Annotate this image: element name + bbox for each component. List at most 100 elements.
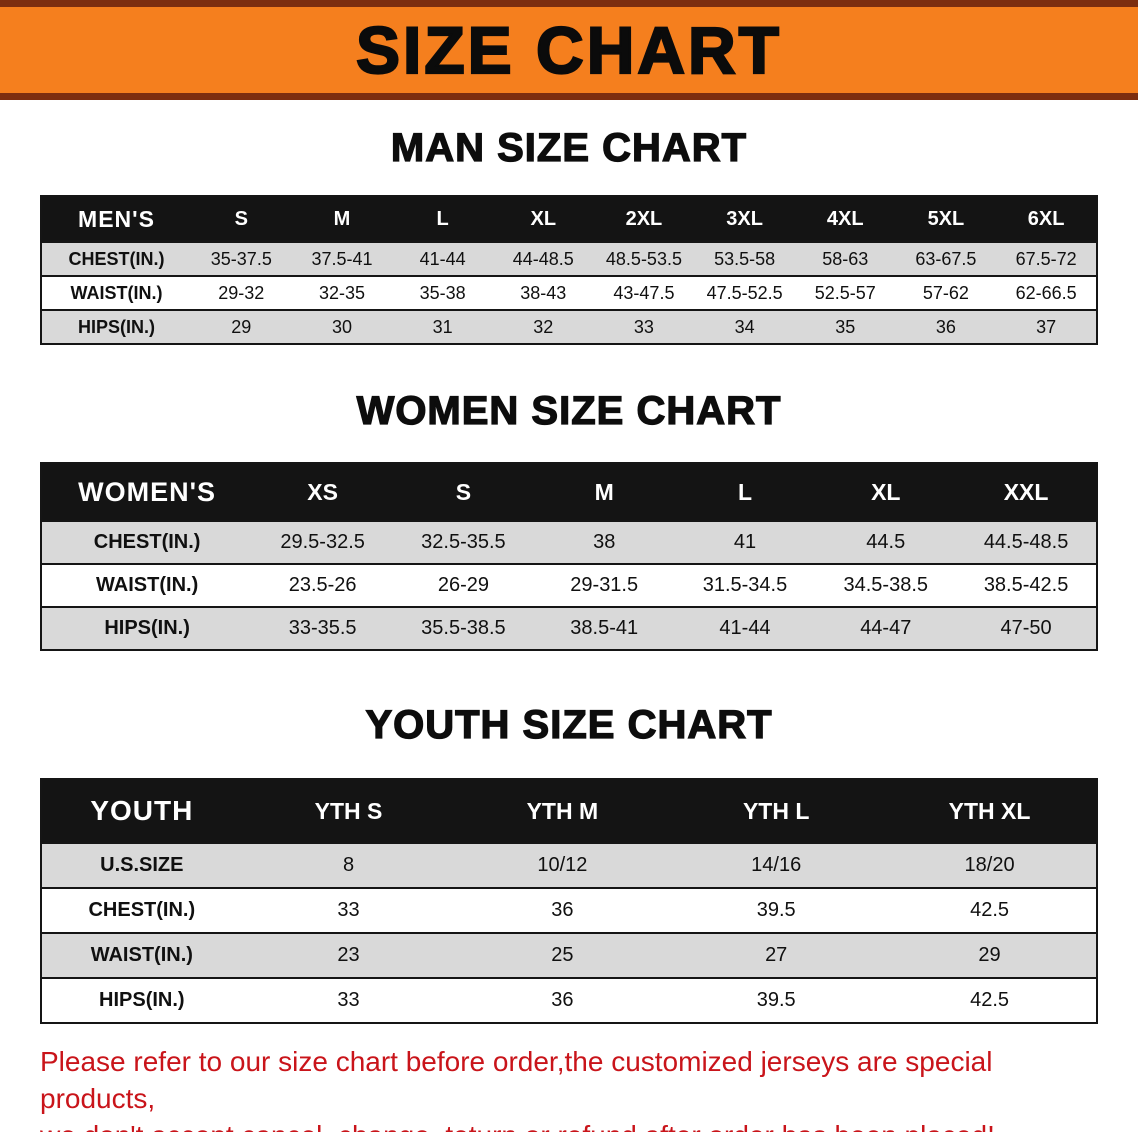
- size-value-cell: 42.5: [970, 989, 1010, 1011]
- column-header: 4XL: [826, 207, 864, 230]
- size-value-cell: 33: [633, 316, 654, 337]
- table-header-row: YOUTH YTH S YTH M YTH L YTH XL: [41, 779, 1097, 843]
- table-row: HIPS(IN.) 29 30 31 32 33 34 35 36 37: [41, 310, 1097, 344]
- table-header-label: YOUTH: [90, 795, 194, 826]
- mens-size-table: MEN'S S M L XL 2XL 3XL 4XL 5XL 6XL CHEST…: [40, 195, 1098, 345]
- column-header: XS: [307, 478, 338, 505]
- row-label: CHEST(IN.): [93, 531, 201, 553]
- size-value-cell: 44-47: [860, 617, 912, 639]
- size-value-cell: 35: [835, 316, 856, 337]
- row-label: WAIST(IN.): [90, 944, 193, 966]
- table-header-row: WOMEN'S XS S M L XL XXL: [41, 463, 1097, 521]
- size-value-cell: 23.5-26: [288, 574, 357, 596]
- size-value-cell: 31: [432, 316, 453, 337]
- table-row: U.S.SIZE 8 10/12 14/16 18/20: [41, 843, 1097, 888]
- column-header: 6XL: [1027, 207, 1065, 230]
- row-label: WAIST(IN.): [96, 574, 199, 596]
- row-label: CHEST(IN.): [68, 248, 165, 269]
- size-value-cell: 27: [765, 944, 788, 966]
- size-value-cell: 67.5-72: [1015, 248, 1077, 269]
- size-value-cell: 52.5-57: [814, 282, 876, 303]
- disclaimer-line-1: Please refer to our size chart before or…: [40, 1046, 993, 1114]
- table-row: WAIST(IN.) 23.5-26 26-29 29-31.5 31.5-34…: [41, 564, 1097, 607]
- youth-size-chart-section: YOUTH SIZE CHART YOUTH YTH S YTH M YTH L…: [0, 702, 1138, 1024]
- size-value-cell: 14/16: [751, 854, 802, 876]
- column-header: XL: [530, 207, 557, 230]
- column-header: XXL: [1003, 478, 1049, 505]
- column-header: YTH XL: [948, 797, 1031, 824]
- size-value-cell: 29.5-32.5: [280, 531, 365, 553]
- disclaimer-line-2: we don't accept cancel, change, teturn o…: [40, 1118, 1098, 1132]
- size-value-cell: 44.5: [866, 531, 906, 553]
- column-header: M: [333, 207, 351, 230]
- page-title: SIZE CHART: [355, 13, 782, 87]
- column-header: L: [436, 207, 449, 230]
- size-value-cell: 34: [734, 316, 755, 337]
- column-header: 5XL: [927, 207, 965, 230]
- table-row: CHEST(IN.) 35-37.5 37.5-41 41-44 44-48.5…: [41, 242, 1097, 276]
- size-value-cell: 63-67.5: [915, 248, 977, 269]
- table-header-label: MEN'S: [78, 205, 155, 232]
- size-value-cell: 44.5-48.5: [983, 531, 1069, 553]
- size-value-cell: 62-66.5: [1015, 282, 1077, 303]
- row-label: U.S.SIZE: [100, 854, 184, 876]
- size-value-cell: 42.5: [970, 899, 1010, 921]
- disclaimer: Please refer to our size chart before or…: [40, 1044, 1098, 1132]
- man-size-chart-title: MAN SIZE CHART: [390, 125, 748, 170]
- size-value-cell: 30: [331, 316, 352, 337]
- column-header: S: [455, 478, 472, 505]
- row-label: HIPS(IN.): [104, 617, 190, 639]
- size-value-cell: 39.5: [756, 989, 796, 1011]
- column-header: YTH S: [314, 797, 383, 824]
- table-row: WAIST(IN.) 23 25 27 29: [41, 933, 1097, 978]
- table-row: HIPS(IN.) 33 36 39.5 42.5: [41, 978, 1097, 1023]
- table-header-row: MEN'S S M L XL 2XL 3XL 4XL 5XL 6XL: [41, 196, 1097, 242]
- size-value-cell: 38: [593, 531, 616, 553]
- column-header: YTH M: [526, 797, 599, 824]
- size-value-cell: 34.5-38.5: [843, 574, 929, 596]
- size-value-cell: 53.5-58: [714, 248, 776, 269]
- size-value-cell: 47.5-52.5: [706, 282, 783, 303]
- size-value-cell: 29-31.5: [570, 574, 639, 596]
- size-value-cell: 29: [978, 944, 1001, 966]
- size-value-cell: 48.5-53.5: [605, 248, 682, 269]
- women-size-chart-title: WOMEN SIZE CHART: [356, 388, 782, 433]
- table-header-label: WOMEN'S: [78, 476, 217, 507]
- size-value-cell: 38.5-41: [570, 617, 639, 639]
- column-header: YTH L: [742, 797, 810, 824]
- size-value-cell: 25: [551, 944, 574, 966]
- column-header: 2XL: [625, 207, 663, 230]
- size-value-cell: 41-44: [419, 248, 466, 269]
- row-label: CHEST(IN.): [88, 899, 196, 921]
- size-value-cell: 38-43: [520, 282, 567, 303]
- size-value-cell: 38.5-42.5: [983, 574, 1069, 596]
- womens-size-table: WOMEN'S XS S M L XL XXL CHEST(IN.) 29.5-…: [40, 462, 1098, 651]
- size-value-cell: 35.5-38.5: [421, 617, 506, 639]
- size-value-cell: 18/20: [964, 854, 1015, 876]
- size-value-cell: 33-35.5: [288, 617, 357, 639]
- man-size-chart-section: MAN SIZE CHART MEN'S S M L XL 2XL 3XL 4X…: [0, 125, 1138, 345]
- size-value-cell: 32.5-35.5: [421, 531, 506, 553]
- size-value-cell: 57-62: [922, 282, 969, 303]
- column-header: S: [234, 207, 248, 230]
- size-value-cell: 37.5-41: [311, 248, 373, 269]
- size-value-cell: 26-29: [437, 574, 489, 596]
- size-value-cell: 36: [551, 899, 574, 921]
- size-value-cell: 41: [733, 531, 757, 553]
- size-value-cell: 10/12: [537, 854, 588, 876]
- size-value-cell: 35-38: [419, 282, 466, 303]
- size-value-cell: 31.5-34.5: [702, 574, 788, 596]
- column-header: 3XL: [726, 207, 763, 230]
- column-header: L: [737, 478, 753, 505]
- size-value-cell: 8: [342, 854, 355, 876]
- table-row: WAIST(IN.) 29-32 32-35 35-38 38-43 43-47…: [41, 276, 1097, 310]
- table-row: HIPS(IN.) 33-35.5 35.5-38.5 38.5-41 41-4…: [41, 607, 1097, 650]
- size-value-cell: 32-35: [318, 282, 365, 303]
- size-value-cell: 29-32: [218, 282, 265, 303]
- size-value-cell: 47-50: [1000, 617, 1052, 639]
- column-header: M: [594, 478, 614, 505]
- size-value-cell: 32: [533, 316, 554, 337]
- size-value-cell: 29: [231, 316, 252, 337]
- size-value-cell: 58-63: [822, 248, 869, 269]
- size-value-cell: 39.5: [756, 899, 796, 921]
